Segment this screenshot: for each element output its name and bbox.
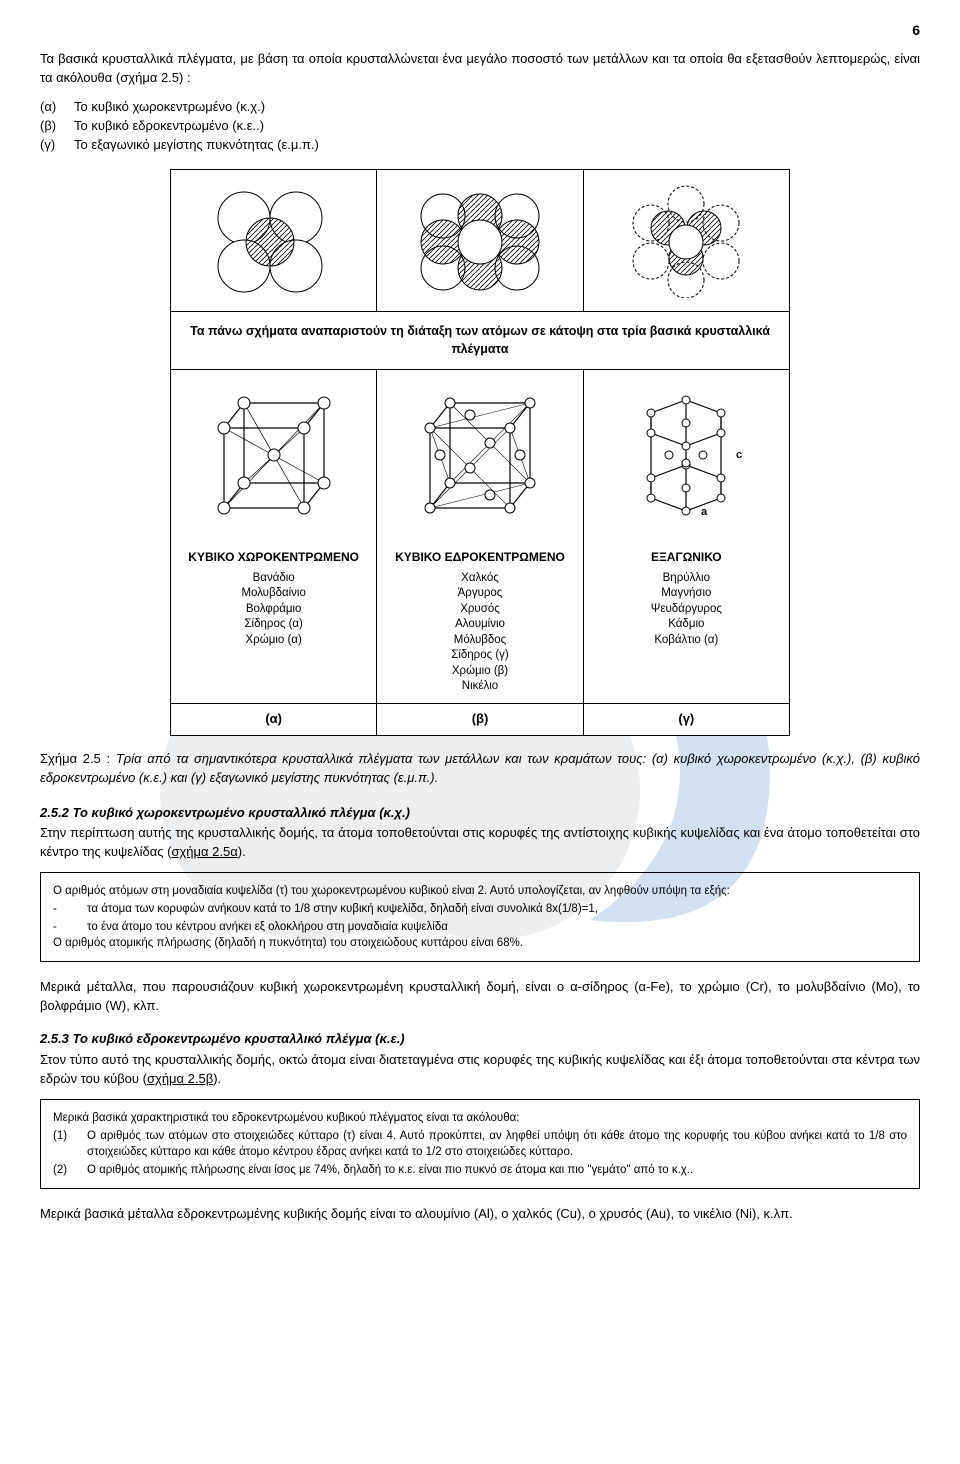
fig-cell-bcc-top (171, 170, 376, 312)
metals-list: Βηρύλλιο Μαγνήσιο Ψευδάργυρος Κάδμιο Κοβ… (590, 571, 783, 649)
lattice-title: ΚΥΒΙΚΟ ΧΩΡΟΚΕΝΤΡΩΜΕΝΟ (177, 549, 370, 566)
metal: Κοβάλτιο (α) (590, 633, 783, 649)
list-tag: (α) (40, 98, 74, 117)
metal: Βολφράμιο (177, 602, 370, 618)
metal: Χρυσός (383, 602, 576, 618)
bcc-lattice-icon (189, 378, 359, 528)
hex-top-view-icon (601, 178, 771, 298)
section-2-5-3-body: Στον τύπο αυτό της κρυσταλλικής δομής, ο… (40, 1051, 920, 1089)
fcc-lattice-icon (395, 378, 565, 528)
hex-lattice-icon: c a (601, 378, 771, 528)
metal: Χαλκός (383, 571, 576, 587)
bcc-top-view-icon (189, 178, 359, 298)
metal: Βανάδιο (177, 571, 370, 587)
fig-cell-bcc-3d (171, 370, 376, 542)
box-item: (2) Ο αριθμός ατομικής πλήρωσης είναι ίσ… (53, 1162, 907, 1178)
bullet-dash: - (53, 901, 87, 917)
figure-mid-caption: Τα πάνω σχήματα αναπαριστούν τη διάταξη … (171, 311, 789, 369)
metal: Μολυβδαίνιο (177, 586, 370, 602)
box-item: - τα άτομα των κορυφών ανήκουν κατά το 1… (53, 901, 907, 917)
box-item-text: το ένα άτομο του κέντρου ανήκει εξ ολοκλ… (87, 919, 907, 935)
fig-cell-hex-3d: c a (583, 370, 789, 542)
metal: Ψευδάργυρος (590, 602, 783, 618)
box-item-text: τα άτομα των κορυφών ανήκουν κατά το 1/8… (87, 901, 907, 917)
box-item-text: Ο αριθμός ατομικής πλήρωσης είναι ίσος μ… (87, 1162, 907, 1178)
metal: Χρώμιο (β) (383, 664, 576, 680)
box-item: - το ένα άτομο του κέντρου ανήκει εξ ολο… (53, 919, 907, 935)
intro-paragraph: Τα βασικά κρυσταλλικά πλέγματα, με βάση … (40, 50, 920, 88)
list-item: (α) Το κυβικό χωροκεντρωμένο (κ.χ.) (40, 98, 920, 117)
metals-list: Χαλκός Άργυρος Χρυσός Αλουμίνιο Μόλυβδος… (383, 571, 576, 695)
lattice-title: ΚΥΒΙΚΟ ΕΔΡΟΚΕΝΤΡΩΜΕΝΟ (383, 549, 576, 566)
metal: Αλουμίνιο (383, 617, 576, 633)
greek-tag: (β) (376, 704, 582, 735)
fig-cell-fcc-top (376, 170, 582, 312)
lattice-type-list: (α) Το κυβικό χωροκεντρωμένο (κ.χ.) (β) … (40, 98, 920, 155)
fcc-top-view-icon (395, 178, 565, 298)
metal: Βηρύλλιο (590, 571, 783, 587)
metal: Μαγνήσιο (590, 586, 783, 602)
metals-list: Βανάδιο Μολυβδαίνιο Βολφράμιο Σίδηρος (α… (177, 571, 370, 649)
fig-cell-hex-top (583, 170, 789, 312)
list-tag: (γ) (40, 136, 74, 155)
box-outro: Ο αριθμός ατομικής πλήρωσης (δηλαδή η πυ… (53, 935, 907, 951)
list-text: Το κυβικό εδροκεντρωμένο (κ.ε..) (74, 117, 920, 136)
svg-text:a: a (701, 506, 708, 518)
figure-caption-label: Σχήμα 2.5 : (40, 751, 110, 766)
section-2-5-3-head: 2.5.3 Το κυβικό εδροκεντρωμένο κρυσταλλι… (40, 1030, 920, 1049)
figure-greek-tags: (α) (β) (γ) (171, 703, 789, 735)
metal: Κάδμιο (590, 617, 783, 633)
fcc-metals-paragraph: Μερικά βασικά μέταλλα εδροκεντρωμένης κυ… (40, 1205, 920, 1224)
figure-2-5: Τα πάνω σχήματα αναπαριστούν τη διάταξη … (170, 169, 790, 736)
svg-text:c: c (736, 449, 742, 461)
bullet-dash: - (53, 919, 87, 935)
figure-caption: Σχήμα 2.5 : Τρία από τα σημαντικότερα κρ… (40, 750, 920, 788)
greek-tag: (γ) (583, 704, 789, 735)
list-text: Το κυβικό χωροκεντρωμένο (κ.χ.) (74, 98, 920, 117)
box-intro: Ο αριθμός ατόμων στη μοναδιαία κυψελίδα … (53, 883, 907, 899)
lattice-title: ΕΞΑΓΩΝΙΚΟ (590, 549, 783, 566)
list-tag: (1) (53, 1128, 87, 1160)
metal: Σίδηρος (α) (177, 617, 370, 633)
fig-cell-bcc-label: ΚΥΒΙΚΟ ΧΩΡΟΚΕΝΤΡΩΜΕΝΟ Βανάδιο Μολυβδαίνι… (171, 541, 376, 703)
info-box-fcc: Μερικά βασικά χαρακτηριστικά του εδροκεν… (40, 1099, 920, 1189)
metal: Σίδηρος (γ) (383, 648, 576, 664)
figure-lattice-row: c a (171, 370, 789, 542)
list-tag: (2) (53, 1162, 87, 1178)
box-intro: Μερικά βασικά χαρακτηριστικά του εδροκεν… (53, 1110, 907, 1126)
section-2-5-2-body: Στην περίπτωση αυτής της κρυσταλλικής δο… (40, 824, 920, 862)
box-item: (1) Ο αριθμός των ατόμων στο στοιχειώδες… (53, 1128, 907, 1160)
fig-cell-fcc-3d (376, 370, 582, 542)
greek-tag: (α) (171, 704, 376, 735)
section-2-5-2-head: 2.5.2 Το κυβικό χωροκεντρωμένο κρυσταλλι… (40, 804, 920, 823)
fig-cell-fcc-label: ΚΥΒΙΚΟ ΕΔΡΟΚΕΝΤΡΩΜΕΝΟ Χαλκός Άργυρος Χρυ… (376, 541, 582, 703)
figure-top-row (171, 170, 789, 312)
fig-cell-hex-label: ΕΞΑΓΩΝΙΚΟ Βηρύλλιο Μαγνήσιο Ψευδάργυρος … (583, 541, 789, 703)
list-tag: (β) (40, 117, 74, 136)
info-box-bcc: Ο αριθμός ατόμων στη μοναδιαία κυψελίδα … (40, 872, 920, 962)
list-item: (β) Το κυβικό εδροκεντρωμένο (κ.ε..) (40, 117, 920, 136)
box-item-text: Ο αριθμός των ατόμων στο στοιχειώδες κύτ… (87, 1128, 907, 1160)
figure-caption-text: Τρία από τα σημαντικότερα κρυσταλλικά πλ… (40, 751, 920, 785)
figure-labels-row: ΚΥΒΙΚΟ ΧΩΡΟΚΕΝΤΡΩΜΕΝΟ Βανάδιο Μολυβδαίνι… (171, 541, 789, 703)
list-text: Το εξαγωνικό μεγίστης πυκνότητας (ε.μ.π.… (74, 136, 920, 155)
metal: Άργυρος (383, 586, 576, 602)
metal: Νικέλιο (383, 679, 576, 695)
metal: Μόλυβδος (383, 633, 576, 649)
metal: Χρώμιο (α) (177, 633, 370, 649)
bcc-metals-paragraph: Μερικά μέταλλα, που παρουσιάζουν κυβική … (40, 978, 920, 1016)
list-item: (γ) Το εξαγωνικό μεγίστης πυκνότητας (ε.… (40, 136, 920, 155)
page-number: 6 (40, 20, 920, 40)
